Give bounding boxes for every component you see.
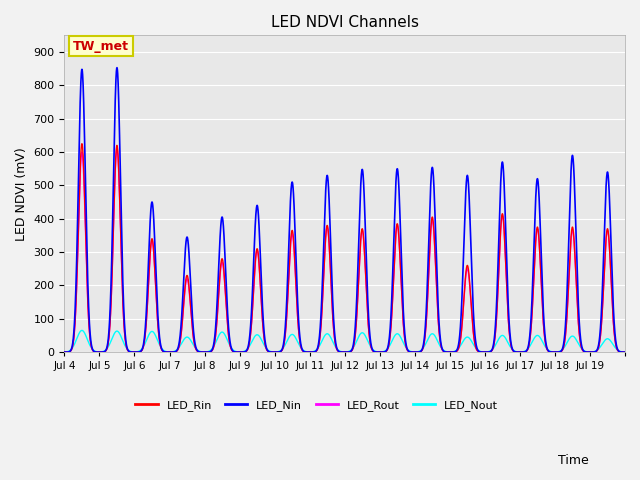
Text: TW_met: TW_met (73, 39, 129, 53)
Legend: LED_Rin, LED_Nin, LED_Rout, LED_Nout: LED_Rin, LED_Nin, LED_Rout, LED_Nout (131, 396, 502, 416)
Y-axis label: LED NDVI (mV): LED NDVI (mV) (15, 147, 28, 240)
Title: LED NDVI Channels: LED NDVI Channels (271, 15, 419, 30)
Text: Time: Time (558, 454, 589, 467)
